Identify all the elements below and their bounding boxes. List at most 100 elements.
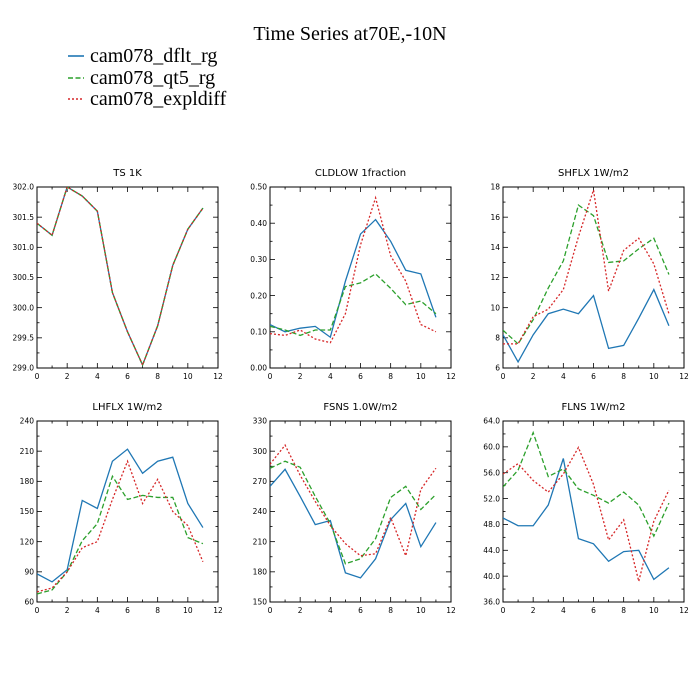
x-tick-label: 6	[125, 606, 130, 615]
x-tick-label: 12	[679, 606, 689, 615]
x-tick-label: 10	[183, 372, 193, 381]
x-tick-label: 10	[416, 606, 426, 615]
y-tick-label: 210	[20, 447, 35, 456]
x-tick-label: 6	[591, 372, 596, 381]
x-tick-label: 2	[531, 606, 536, 615]
x-tick-label: 12	[213, 606, 223, 615]
y-tick-label: 40.0	[483, 572, 500, 581]
x-tick-label: 10	[416, 372, 426, 381]
x-tick-label: 2	[65, 372, 70, 381]
y-tick-label: 150	[253, 598, 268, 607]
series-line-cam078_qt5_rg	[503, 204, 670, 345]
y-tick-label: 180	[20, 477, 35, 486]
y-tick-label: 150	[20, 507, 35, 516]
x-tick-label: 6	[591, 606, 596, 615]
y-tick-label: 64.0	[483, 417, 500, 426]
y-tick-label: 300	[253, 447, 268, 456]
panel-title-5: FLNS 1W/m2	[561, 402, 625, 413]
figure-title: Time Series at70E,-10N	[253, 23, 446, 45]
series-line-cam078_qt5_rg	[37, 187, 204, 367]
y-tick-label: 56.0	[483, 468, 500, 477]
y-tick-label: 299.0	[13, 364, 35, 373]
x-tick-label: 0	[35, 372, 40, 381]
plot-frame-5	[502, 420, 685, 603]
panel-title-2: SHFLX 1W/m2	[558, 168, 629, 179]
y-tick-label: 60	[24, 598, 34, 607]
y-tick-label: 301.0	[13, 243, 35, 252]
panel-1: CLDLOW 1fraction 0 2 4 6 8 10 12 0.00 0.10 0.20 0.3…	[250, 168, 456, 381]
y-tick-label: 300.5	[13, 273, 35, 282]
x-tick-label: 2	[65, 606, 70, 615]
x-tick-label: 2	[298, 606, 303, 615]
x-tick-label: 4	[328, 606, 333, 615]
y-tick-label: 16	[490, 213, 500, 222]
plot-frame-4	[269, 420, 452, 603]
series-line-cam078_dflt_rg	[37, 448, 204, 583]
y-tick-label: 301.5	[13, 213, 35, 222]
x-tick-label: 10	[649, 372, 659, 381]
y-tick-label: 8	[495, 334, 500, 343]
y-tick-label: 210	[253, 537, 268, 546]
x-tick-label: 0	[268, 372, 273, 381]
x-tick-label: 4	[95, 606, 100, 615]
series-line-cam078_expldiff	[503, 189, 670, 345]
y-tick-label: 48.0	[483, 520, 500, 529]
panels: TS 1K 0 2 4 6 8 10 12 299.0 299.5 300.0 300.5 301.0 3…	[13, 168, 689, 615]
y-tick-label: 240	[253, 507, 268, 516]
y-tick-label: 44.0	[483, 546, 500, 555]
y-tick-label: 10	[490, 303, 500, 312]
x-tick-label: 0	[501, 372, 506, 381]
legend-label-2: cam078_expldiff	[90, 88, 227, 110]
y-tick-label: 0.30	[250, 255, 267, 264]
plot-frame-1	[269, 186, 452, 369]
series-line-cam078_expldiff	[37, 187, 204, 367]
x-tick-label: 12	[446, 606, 456, 615]
x-tick-label: 2	[531, 372, 536, 381]
y-tick-label: 0.40	[250, 219, 267, 228]
y-tick-label: 0.20	[250, 291, 267, 300]
x-tick-label: 12	[446, 372, 456, 381]
y-tick-label: 180	[253, 568, 268, 577]
y-tick-label: 299.5	[13, 334, 35, 343]
x-tick-label: 12	[679, 372, 689, 381]
y-tick-label: 270	[253, 477, 268, 486]
panel-4: FSNS 1.0W/m2 0 2 4 6 8 10 12 150 180 210 240 270 300 3…	[253, 402, 456, 615]
x-tick-label: 4	[561, 372, 566, 381]
y-tick-label: 302.0	[13, 183, 35, 192]
legend: cam078_dflt_rg cam078_qt5_rg cam078_expl…	[68, 45, 227, 110]
y-tick-label: 90	[24, 568, 34, 577]
x-tick-label: 4	[95, 372, 100, 381]
x-tick-label: 2	[298, 372, 303, 381]
y-tick-label: 330	[253, 417, 268, 426]
x-tick-label: 6	[358, 372, 363, 381]
y-tick-label: 300.0	[13, 303, 35, 312]
x-tick-label: 6	[125, 372, 130, 381]
x-tick-label: 0	[35, 606, 40, 615]
y-tick-label: 36.0	[483, 598, 500, 607]
series-line-cam078_dflt_rg	[270, 218, 437, 339]
series-line-cam078_dflt_rg	[37, 187, 204, 367]
series-line-cam078_dflt_rg	[503, 288, 670, 364]
x-tick-label: 12	[213, 372, 223, 381]
x-tick-label: 8	[155, 372, 160, 381]
series-line-cam078_dflt_rg	[503, 458, 670, 581]
plot-frame-0	[36, 186, 219, 369]
y-tick-label: 18	[490, 183, 500, 192]
series-line-cam078_expldiff	[270, 195, 437, 344]
x-tick-label: 4	[328, 372, 333, 381]
series-line-cam078_expldiff	[503, 446, 670, 582]
series-line-cam078_expldiff	[37, 459, 204, 593]
y-tick-label: 6	[495, 364, 500, 373]
y-tick-label: 12	[490, 273, 500, 282]
series-line-cam078_qt5_rg	[270, 273, 437, 337]
x-tick-label: 8	[155, 606, 160, 615]
legend-label-1: cam078_qt5_rg	[90, 67, 215, 89]
panel-title-0: TS 1K	[112, 168, 142, 179]
y-tick-label: 120	[20, 537, 35, 546]
panel-title-1: CLDLOW 1fraction	[315, 168, 406, 179]
series-line-cam078_qt5_rg	[37, 474, 204, 595]
series-line-cam078_dflt_rg	[270, 468, 437, 579]
series-line-cam078_qt5_rg	[270, 460, 437, 565]
x-tick-label: 8	[621, 606, 626, 615]
